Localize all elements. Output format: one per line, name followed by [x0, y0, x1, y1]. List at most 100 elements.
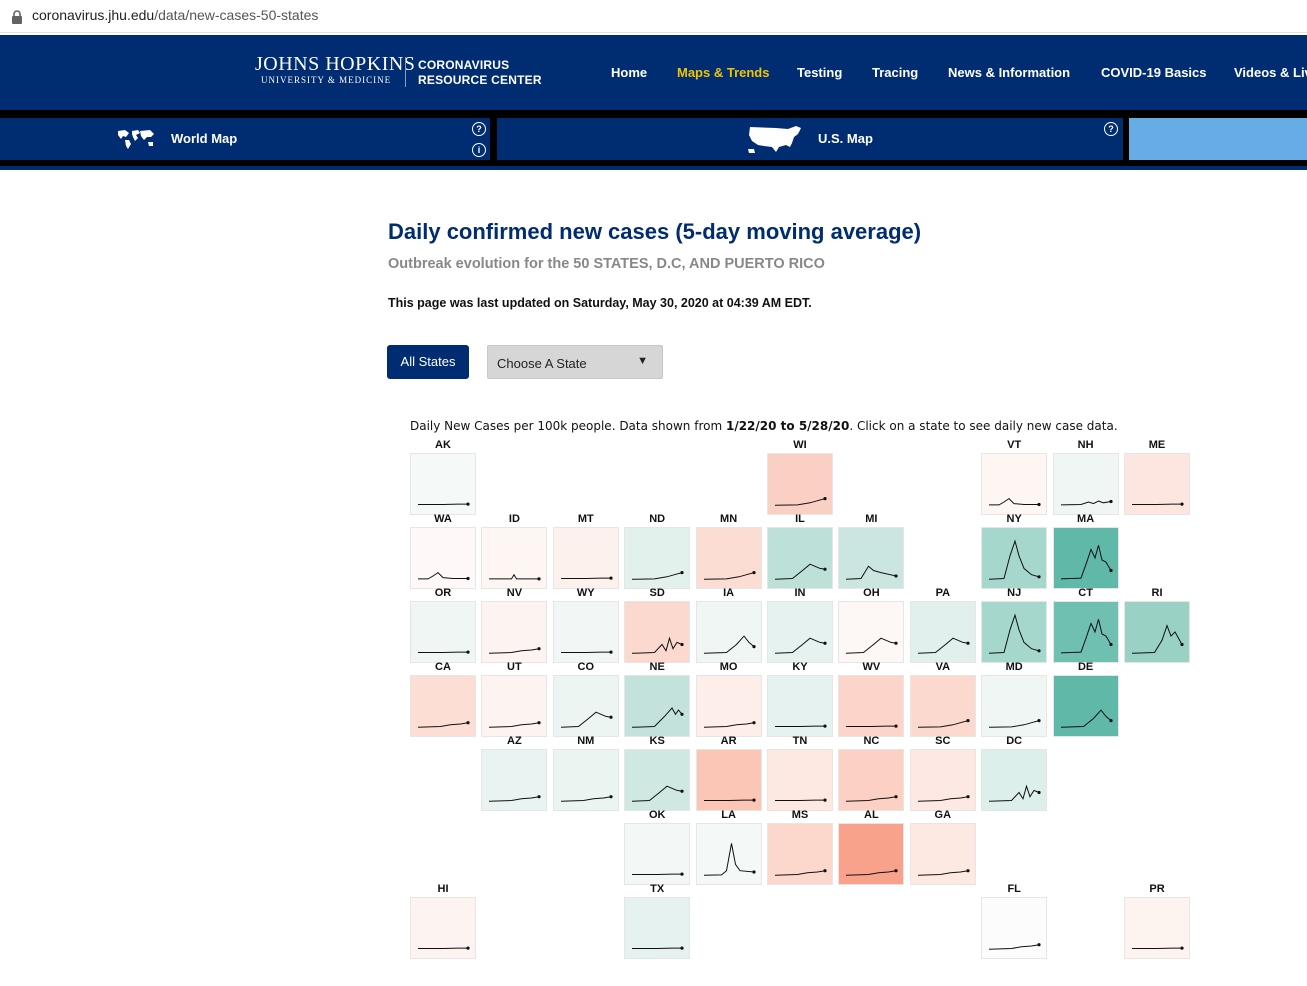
state-tile-pa[interactable]	[909, 601, 976, 663]
state-tile-ok[interactable]	[624, 823, 691, 885]
state-tile-al[interactable]	[838, 823, 905, 885]
state-tile-de[interactable]	[1052, 675, 1119, 737]
state-tile-mo[interactable]	[695, 675, 762, 737]
state-tile-co[interactable]	[552, 675, 619, 737]
state-tile-dc[interactable]	[981, 749, 1048, 811]
state-tile-ma[interactable]	[1052, 527, 1119, 589]
state-tile-wy[interactable]	[552, 601, 619, 663]
state-tile-nh[interactable]	[1052, 453, 1119, 515]
help-icon[interactable]: ?	[1104, 122, 1118, 136]
world-map-button[interactable]: World Map ? i	[0, 118, 490, 160]
state-tile-me[interactable]	[1124, 453, 1190, 515]
menu-item-testing[interactable]: Testing	[797, 65, 843, 80]
menu-item-maps-trends[interactable]: Maps & Trends	[677, 65, 770, 80]
state-tile-ks[interactable]	[624, 749, 691, 811]
state-tile-nc[interactable]	[838, 749, 905, 811]
brand-divider	[405, 57, 406, 87]
state-tile-ms[interactable]	[767, 823, 833, 885]
state-tile-ny[interactable]	[981, 527, 1048, 589]
date-range: 1/22/20 to 5/28/20	[725, 419, 850, 433]
state-tile-md[interactable]	[981, 675, 1048, 737]
state-label-ny: NY	[1006, 513, 1022, 525]
state-label-me: ME	[1148, 439, 1166, 451]
state-label-az: AZ	[507, 735, 522, 747]
menu-item-tracing[interactable]: Tracing	[872, 65, 919, 80]
state-tile-sd[interactable]	[624, 601, 691, 663]
crc-logo[interactable]: CORONAVIRUS RESOURCE CENTER	[418, 58, 542, 88]
state-tile-mi[interactable]	[838, 527, 905, 589]
state-tile-ct[interactable]	[1052, 601, 1119, 663]
state-tile-ar[interactable]	[695, 749, 762, 811]
menu-item-videos[interactable]: Videos & Live	[1234, 65, 1307, 80]
state-tile-ri[interactable]	[1124, 601, 1190, 663]
state-tile-wv[interactable]	[838, 675, 905, 737]
state-label-ak: AK	[435, 439, 451, 451]
state-label-mn: MN	[720, 513, 738, 525]
browser-address-bar[interactable]: coronavirus.jhu.edu/data/new-cases-50-st…	[0, 0, 1307, 33]
state-tile-ca[interactable]	[410, 675, 476, 737]
state-tile-fl[interactable]	[981, 897, 1048, 959]
help-icon[interactable]: ?	[472, 122, 486, 136]
state-tile-vt[interactable]	[981, 453, 1048, 515]
state-label-nh: NH	[1077, 439, 1094, 451]
state-tile-in[interactable]	[767, 601, 833, 663]
state-tile-hi[interactable]	[410, 897, 476, 959]
state-select-value: Choose A State	[497, 356, 587, 371]
state-label-fl: FL	[1007, 883, 1021, 895]
state-tile-id[interactable]	[481, 527, 548, 589]
state-label-or: OR	[434, 587, 452, 599]
state-label-sd: SD	[649, 587, 665, 599]
state-label-ne: NE	[649, 661, 665, 673]
brand-subtitle: UNIVERSITY & MEDICINE	[261, 75, 392, 85]
state-tile-ky[interactable]	[767, 675, 833, 737]
state-tile-ia[interactable]	[695, 601, 762, 663]
state-label-ri: RI	[1151, 587, 1163, 599]
url-text[interactable]: coronavirus.jhu.edu/data/new-cases-50-st…	[32, 7, 319, 23]
state-label-la: LA	[721, 809, 736, 821]
third-map-button[interactable]	[1129, 118, 1307, 160]
crc-line2: RESOURCE CENTER	[418, 73, 542, 87]
site-header: JOHNS HOPKINS UNIVERSITY & MEDICINE CORO…	[0, 35, 1307, 110]
state-label-wa: WA	[434, 513, 452, 525]
menu-item-news[interactable]: News & Information	[948, 65, 1071, 80]
state-select[interactable]: Choose A State ▼	[487, 345, 663, 379]
all-states-button[interactable]: All States	[387, 345, 469, 379]
info-icon[interactable]: i	[472, 143, 486, 157]
jhu-logo[interactable]: JOHNS HOPKINS UNIVERSITY & MEDICINE	[255, 53, 415, 86]
state-tile-tn[interactable]	[767, 749, 833, 811]
state-tile-or[interactable]	[410, 601, 476, 663]
state-label-nc: NC	[863, 735, 880, 747]
state-label-tx: TX	[650, 883, 665, 895]
state-tile-va[interactable]	[909, 675, 976, 737]
menu-item-covid-basics[interactable]: COVID-19 Basics	[1101, 65, 1207, 80]
state-label-wi: WI	[793, 439, 807, 451]
state-tile-ga[interactable]	[909, 823, 976, 885]
state-tile-ne[interactable]	[624, 675, 691, 737]
state-label-id: ID	[508, 513, 520, 525]
state-tile-oh[interactable]	[838, 601, 905, 663]
state-label-oh: OH	[863, 587, 880, 599]
crc-line1: CORONAVIRUS	[418, 58, 510, 72]
world-map-label: World Map	[171, 131, 238, 146]
state-tile-nj[interactable]	[981, 601, 1048, 663]
state-tile-tx[interactable]	[624, 897, 691, 959]
state-label-wy: WY	[576, 587, 595, 599]
state-tile-wa[interactable]	[410, 527, 476, 589]
state-tile-nd[interactable]	[624, 527, 691, 589]
state-tile-nv[interactable]	[481, 601, 548, 663]
state-tile-ut[interactable]	[481, 675, 548, 737]
state-tile-la[interactable]	[695, 823, 762, 885]
state-tile-pr[interactable]	[1124, 897, 1190, 959]
state-tile-wi[interactable]	[767, 453, 833, 515]
state-tile-ak[interactable]	[410, 453, 476, 515]
state-tile-mn[interactable]	[695, 527, 762, 589]
menu-item-home[interactable]: Home	[611, 65, 648, 80]
us-map-button[interactable]: U.S. Map ?	[497, 118, 1123, 160]
state-label-wv: WV	[862, 661, 881, 673]
state-tile-nm[interactable]	[552, 749, 619, 811]
state-tile-il[interactable]	[767, 527, 833, 589]
state-label-pa: PA	[935, 587, 951, 599]
state-tile-az[interactable]	[481, 749, 548, 811]
state-tile-sc[interactable]	[909, 749, 976, 811]
state-tile-mt[interactable]	[552, 527, 619, 589]
